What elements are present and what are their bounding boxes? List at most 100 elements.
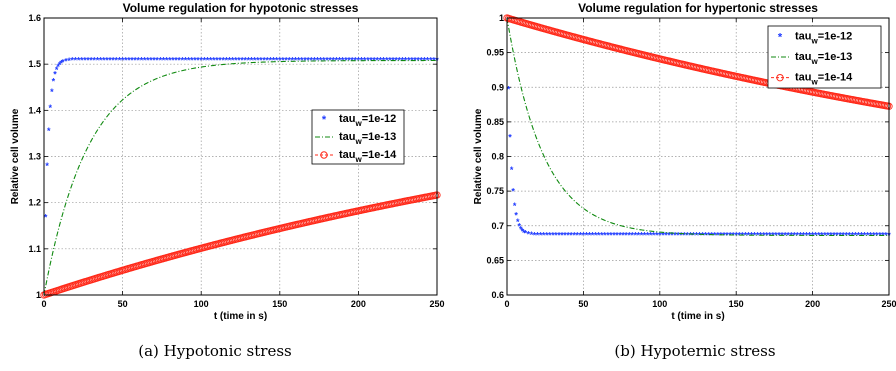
y-tick-label: 1.4 [28,105,41,115]
data-point-star: * [130,55,134,65]
data-point-star: * [548,230,552,240]
data-point-star: * [640,230,644,240]
data-point-star: * [297,55,301,65]
data-point-star: * [866,230,870,240]
data-point-star: * [187,55,191,65]
data-point-star: * [722,230,726,240]
data-point-star: * [679,230,683,240]
data-point-star: * [45,161,49,171]
data-point-star: * [265,55,269,65]
data-point-star: * [600,230,604,240]
data-point-star: * [863,230,867,240]
legend-marker-circle [776,73,784,82]
x-tick-label: 0 [41,299,46,309]
data-point-star: * [281,55,285,65]
x-tick-label: 0 [504,299,509,309]
data-point-star: * [594,230,598,240]
data-point-star: * [533,230,537,240]
data-point-star: * [606,230,610,240]
data-point-star: * [591,230,595,240]
data-point-star: * [49,103,53,113]
legend-marker-star: * [322,114,327,126]
figure: 0 50 100 150 200 25011.11.21.31.41.51.6******… [10,1,896,322]
data-point-star: * [47,126,51,136]
data-point-star: * [225,55,229,65]
data-point-star: * [256,55,260,65]
data-point-star: * [823,230,827,240]
data-point-star: * [143,55,147,65]
y-tick-label: 0.85 [486,117,504,127]
data-point-star: * [744,230,748,240]
data-point-star: * [627,230,631,240]
data-point-star: * [686,230,690,240]
data-point-star: * [783,230,787,240]
data-point-star: * [542,230,546,240]
data-point-star: * [817,230,821,240]
data-point-star: * [253,55,257,65]
data-point-star: * [177,55,181,65]
data-point-star: * [398,55,402,65]
data-point-star: * [516,217,520,227]
data-point-star: * [108,55,112,65]
data-point-star: * [753,230,757,240]
data-point-star: * [240,55,244,65]
data-point-star: * [385,55,389,65]
data-point-star: * [661,230,665,240]
data-point-star: * [328,55,332,65]
x-tick-label: 150 [272,299,287,309]
data-point-star: * [710,230,714,240]
data-point-star: * [388,55,392,65]
data-point-star: * [155,55,159,65]
data-point-star: * [278,55,282,65]
data-point-star: * [272,55,276,65]
data-point-star: * [719,230,723,240]
data-point-star: * [527,230,531,240]
data-point-star: * [517,222,521,232]
data-point-star: * [231,55,235,65]
data-point-star: * [814,230,818,240]
data-point-star: * [394,55,398,65]
data-point-star: * [682,230,686,240]
y-axis-label: Relative cell volume [473,108,484,204]
data-point-star: * [854,230,858,240]
data-point-star: * [174,55,178,65]
data-point-star: * [695,230,699,240]
data-point-star: * [579,230,583,240]
data-point-star: * [404,55,408,65]
data-point-star: * [649,230,653,240]
data-point-star: * [689,230,693,240]
data-point-star: * [55,65,59,75]
data-point-star: * [519,225,523,235]
caption-b: (b) Hypoternic stress [614,342,776,360]
series-dashdot [506,17,889,236]
data-point-star: * [262,55,266,65]
y-tick-label: 1.5 [28,59,41,69]
data-point-star: * [670,230,674,240]
data-point-star: * [325,55,329,65]
data-point-star: * [64,56,68,66]
legend-entry: tauw=1e-13 [339,131,396,146]
data-point-star: * [514,211,518,221]
legend-marker-star: * [778,31,783,43]
data-point-star: * [86,55,90,65]
data-point-star: * [228,55,232,65]
series-circles [40,191,441,299]
data-point-star: * [300,55,304,65]
legend-entry: tauw=1e-12 [795,30,852,45]
y-tick-label: 1.2 [28,198,41,208]
data-point-star: * [637,230,641,240]
data-point-star: * [664,230,668,240]
data-point-star: * [171,55,175,65]
data-point-star: * [676,230,680,240]
data-point-star: * [168,55,172,65]
y-tick-label: 0.6 [491,290,504,300]
data-point-star: * [621,230,625,240]
data-point-star: * [560,230,564,240]
y-tick-label: 0.9 [491,82,504,92]
data-point-star: * [588,230,592,240]
legend-entry: tauw=1e-14 [795,72,853,87]
data-point-star: * [379,55,383,65]
data-point-star: * [609,230,613,240]
data-point-star: * [667,230,671,240]
data-point-star: * [269,55,273,65]
